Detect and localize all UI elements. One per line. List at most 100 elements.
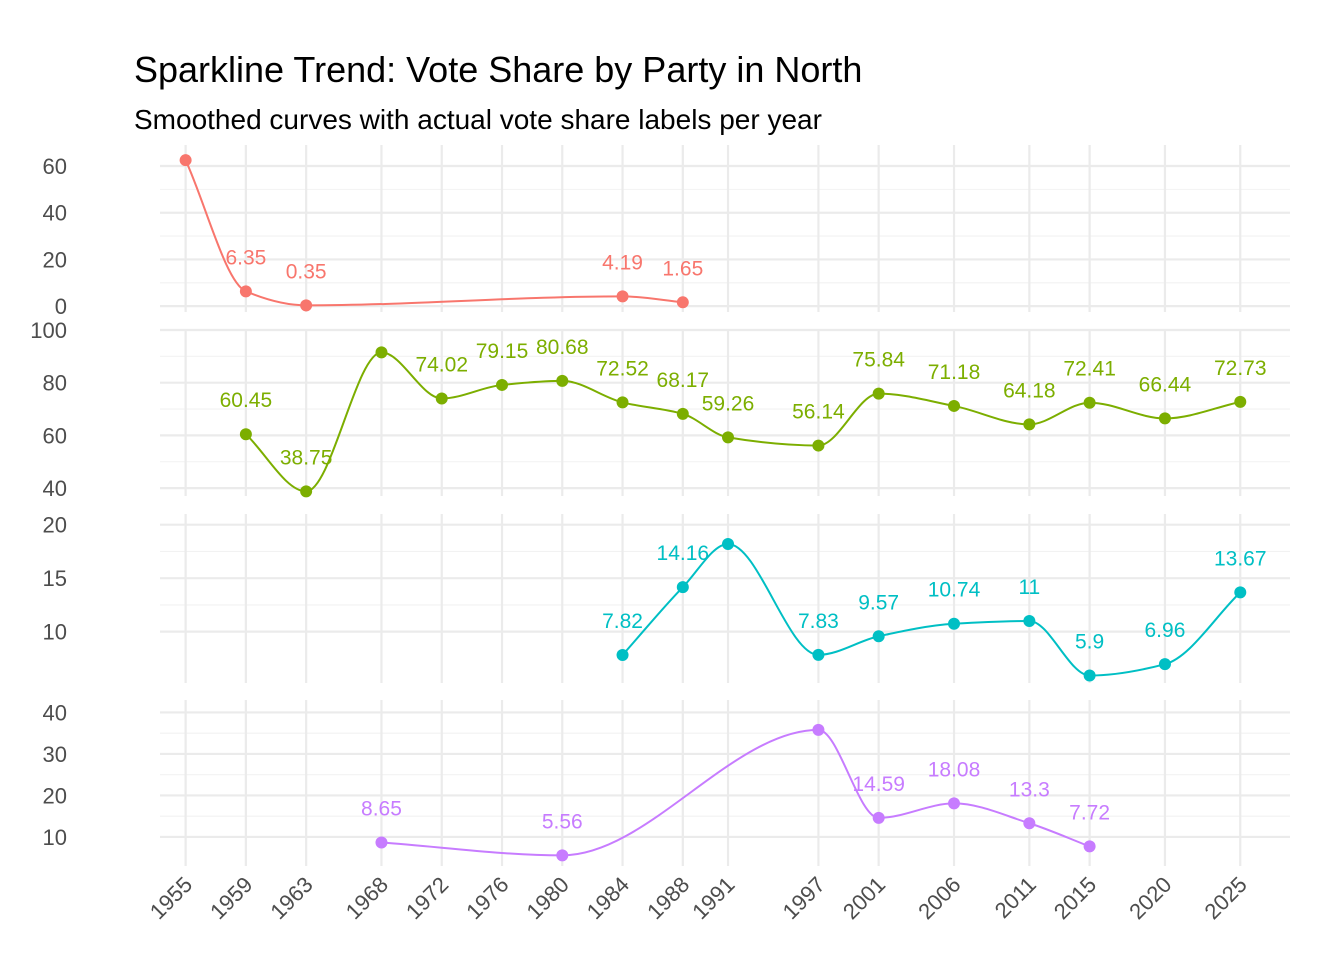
x-tick-label: 1955 (145, 872, 197, 924)
facet-strip-label: PAP (100, 391, 125, 435)
data-point (676, 296, 689, 309)
y-tick-label: 30 (43, 742, 67, 767)
data-point (1083, 669, 1096, 682)
data-label: 64.18 (1003, 379, 1056, 402)
y-tick-label: 20 (43, 783, 67, 808)
x-tick-label: 2006 (913, 872, 965, 924)
data-point (676, 407, 689, 420)
y-tick-label: 10 (43, 620, 67, 645)
data-label: 4.19 (602, 251, 643, 274)
data-point (616, 290, 629, 303)
data-point (676, 581, 689, 594)
x-tick-label: 1959 (205, 872, 257, 924)
data-point (812, 439, 825, 452)
series-line-sdp (621, 542, 1241, 677)
data-label: 1.65 (662, 257, 703, 280)
data-label: 7.82 (602, 610, 643, 633)
x-tick-label: 2020 (1124, 872, 1176, 924)
x-tick-label: 1997 (778, 872, 830, 924)
chart-title: Sparkline Trend: Vote Share by Party in … (134, 49, 862, 90)
data-point (722, 537, 735, 550)
data-point (872, 387, 885, 400)
data-label: 8.65 (361, 798, 402, 821)
x-tick-label: 1991 (687, 872, 739, 924)
data-point (948, 399, 961, 412)
x-tick-label: 2001 (838, 872, 890, 924)
x-tick-label: 2025 (1200, 872, 1252, 924)
data-point (179, 154, 192, 167)
y-tick-label: 60 (43, 423, 67, 448)
y-tick-label: 40 (43, 201, 67, 226)
facet-pap: 40 60 80 100 PAP 60.45 38.75 74.02 79.15 80.68 72.… (30, 318, 1290, 501)
data-point (1023, 418, 1036, 431)
facet-strip-label: SDP (100, 576, 125, 621)
data-point (556, 374, 569, 387)
data-point (722, 431, 735, 444)
data-label: 13.67 (1214, 547, 1267, 570)
data-point (948, 617, 961, 630)
data-point (496, 378, 509, 391)
data-label: 59.26 (702, 392, 755, 415)
data-label: 38.75 (280, 446, 333, 469)
x-tick-label: 2015 (1049, 872, 1101, 924)
data-point (1083, 840, 1096, 853)
y-tick-label: 10 (43, 825, 67, 850)
data-label: 60.45 (220, 389, 273, 412)
data-label: 18.08 (928, 758, 981, 781)
data-label: 72.41 (1063, 358, 1116, 381)
data-point (300, 485, 313, 498)
x-tick-label: 1984 (582, 872, 634, 924)
data-point (872, 630, 885, 643)
data-label: 5.9 (1075, 631, 1104, 654)
facet-strip-label: Independent (100, 162, 125, 293)
data-point (435, 392, 448, 405)
y-tick-label: 80 (43, 371, 67, 396)
data-label: 75.84 (852, 349, 905, 372)
data-point (375, 836, 388, 849)
series-line-wp (381, 728, 1090, 857)
data-point (1158, 412, 1171, 425)
facet-wp: 10 20 30 40 WP 8.65 5.56 14.59 18.08 13.3 7.72 (43, 700, 1290, 866)
data-point (239, 285, 252, 298)
data-point (812, 648, 825, 661)
y-tick-label: 20 (43, 247, 67, 272)
data-point (1158, 658, 1171, 671)
facet-sdp: 10 15 20 SDP 7.82 14.16 7.83 9.57 10.74 11 5.9 6.96… (43, 513, 1290, 683)
x-tick-label: 1976 (461, 872, 513, 924)
y-tick-label: 0 (55, 294, 67, 319)
x-tick-label: 2011 (990, 872, 1041, 923)
data-label: 13.3 (1009, 778, 1050, 801)
data-label: 7.83 (798, 610, 839, 633)
y-tick-label: 40 (43, 476, 67, 501)
series-line-independent (184, 159, 683, 307)
data-label: 7.72 (1069, 801, 1110, 824)
x-tick-label: 1988 (642, 872, 694, 924)
facet-strip-label: WP (100, 765, 125, 800)
data-point (239, 428, 252, 441)
x-tick-label: 1963 (265, 872, 317, 924)
y-tick-label: 100 (30, 318, 67, 343)
data-point (1023, 614, 1036, 627)
data-label: 5.56 (542, 810, 583, 833)
data-point (616, 648, 629, 661)
data-label: 14.59 (852, 773, 905, 796)
facet-panels: 0 20 40 60 Independent 6.35 0.35 4.19 1.65 40 60 80… (30, 145, 1290, 866)
x-axis: 1955 1959 1963 1968 1972 1976 1980 1984 19881991… (145, 872, 1252, 924)
data-point (616, 396, 629, 409)
data-point (872, 811, 885, 824)
data-label: 56.14 (792, 401, 845, 424)
data-point (556, 849, 569, 862)
data-point (1083, 396, 1096, 409)
y-tick-label: 20 (43, 513, 67, 538)
data-label: 9.57 (858, 591, 899, 614)
x-tick-label: 1968 (341, 872, 393, 924)
y-tick-label: 40 (43, 700, 67, 725)
data-label: 11 (1018, 576, 1040, 599)
data-label: 10.74 (928, 579, 981, 602)
data-point (1234, 586, 1247, 599)
y-tick-label: 60 (43, 154, 67, 179)
data-label: 68.17 (657, 369, 710, 392)
facet-independent: 0 20 40 60 Independent 6.35 0.35 4.19 1.65 (43, 145, 1290, 319)
y-tick-label: 15 (43, 566, 67, 591)
